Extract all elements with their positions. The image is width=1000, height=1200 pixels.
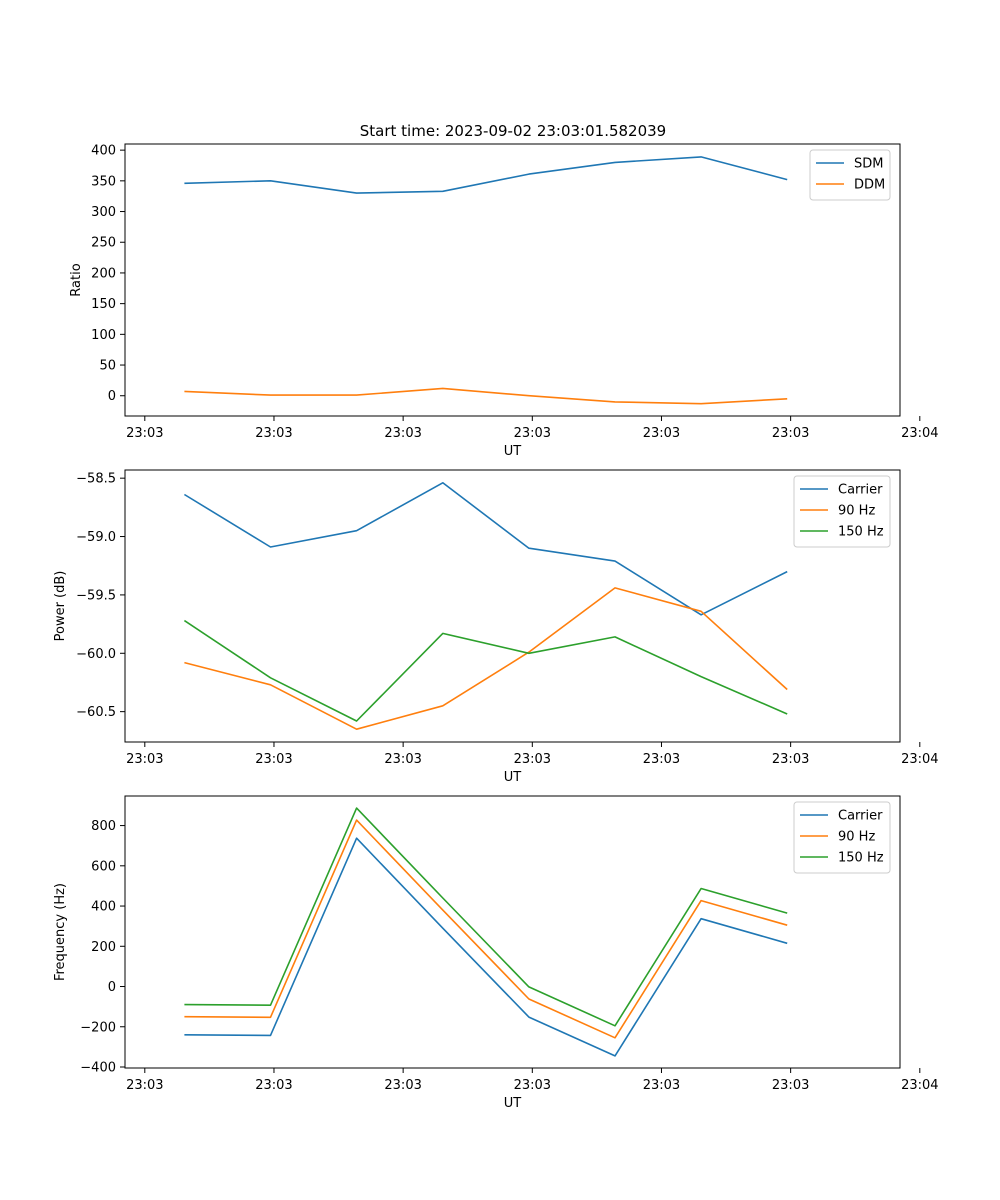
frequency-series-line-90-hz [184,819,788,1039]
ratio-x-tick-label: 23:03 [772,426,809,441]
frequency-legend: Carrier 90 Hz 150 Hz [793,801,891,874]
power-legend: Carrier 90 Hz 150 Hz [793,475,891,548]
frequency-legend-label: 150 Hz [838,851,884,866]
frequency-x-axis-label: UT [504,1096,522,1111]
ratio-panel: 23:03 23:03 23:03 23:03 23:03 23:03 23:04 0 50 10… [69,143,939,459]
power-y-tick-label: −59.0 [76,530,116,545]
power-y-tick-label: −58.5 [76,472,116,487]
frequency-x-tick-label: 23:03 [126,1078,163,1093]
frequency-legend-label: 90 Hz [838,830,875,845]
ratio-x-tick-label: 23:03 [384,426,421,441]
frequency-x-tick-label: 23:03 [643,1078,680,1093]
frequency-y-tick-label: 0 [108,980,116,995]
power-panel: 23:03 23:03 23:03 23:03 23:03 23:03 23:04 −58.5… [53,469,939,785]
power-y-axis-label: Power (dB) [53,571,68,642]
frequency-series-line-150-hz [184,807,788,1027]
frequency-axes-frame [124,795,901,1069]
ratio-y-tick-label: 400 [91,144,116,159]
power-legend-label: Carrier [838,483,883,498]
frequency-x-tick-label: 23:04 [901,1078,938,1093]
power-x-tick-label: 23:03 [255,752,292,767]
ratio-y-tick-label: 0 [108,389,116,404]
ratio-x-tick-label: 23:03 [514,426,551,441]
power-x-tick-label: 23:03 [643,752,680,767]
frequency-legend-label: Carrier [838,809,883,824]
power-legend-label: 90 Hz [838,504,875,519]
frequency-y-tick-label: −400 [80,1060,116,1075]
power-x-axis-label: UT [504,770,522,785]
power-axes-frame [124,469,901,743]
frequency-x-tick-label: 23:03 [514,1078,551,1093]
ratio-x-tick-label: 23:03 [255,426,292,441]
power-x-tick-label: 23:03 [772,752,809,767]
power-y-tick-label: −60.5 [76,705,116,720]
ratio-x-tick-label: 23:04 [901,426,938,441]
ratio-series-line-ddm [184,387,788,405]
frequency-series-line-carrier [184,837,788,1057]
ratio-y-tick-label: 100 [91,328,116,343]
ratio-y-tick-label: 250 [91,236,116,251]
ratio-x-axis-label: UT [504,444,522,459]
ratio-y-tick-label: 50 [99,359,116,374]
ratio-y-tick-label: 350 [91,174,116,189]
ratio-x-tick-label: 23:03 [126,426,163,441]
ratio-legend-label: SDM [854,157,883,172]
frequency-legend-box [793,801,891,874]
power-legend-label: 150 Hz [838,525,884,540]
ratio-legend-label: DDM [854,178,885,193]
power-x-tick-label: 23:03 [384,752,421,767]
power-x-tick-label: 23:03 [514,752,551,767]
frequency-y-axis-label: Frequency (Hz) [53,883,68,981]
power-series-line-150-hz [183,619,788,722]
frequency-panel: 23:03 23:03 23:03 23:03 23:03 23:03 23:04 800 60… [53,795,939,1111]
ratio-y-tick-label: 300 [91,205,116,220]
power-series-line-carrier [183,481,788,616]
power-legend-box [793,475,891,548]
power-y-tick-label: −60.0 [76,647,116,662]
ratio-y-tick-label: 200 [91,266,116,281]
frequency-y-tick-label: 400 [91,900,116,915]
frequency-y-tick-label: 600 [91,859,116,874]
ratio-series-line-sdm [184,156,788,194]
frequency-x-tick-label: 23:03 [772,1078,809,1093]
frequency-x-tick-label: 23:03 [255,1078,292,1093]
ratio-axes-frame [124,143,901,417]
frequency-y-tick-label: −200 [80,1020,116,1035]
figure-title: Start time: 2023-09-02 23:03:01.582039 [360,122,666,140]
power-x-tick-label: 23:03 [126,752,163,767]
power-x-tick-label: 23:04 [901,752,938,767]
frequency-y-tick-label: 200 [91,940,116,955]
ratio-legend: SDM DDM [809,149,891,201]
power-y-tick-label: −59.5 [76,588,116,603]
frequency-y-tick-label: 800 [91,819,116,834]
ratio-y-tick-label: 150 [91,297,116,312]
frequency-x-tick-label: 23:03 [384,1078,421,1093]
ratio-x-tick-label: 23:03 [643,426,680,441]
power-series-line-90-hz [184,587,788,731]
ratio-y-axis-label: Ratio [69,263,84,296]
